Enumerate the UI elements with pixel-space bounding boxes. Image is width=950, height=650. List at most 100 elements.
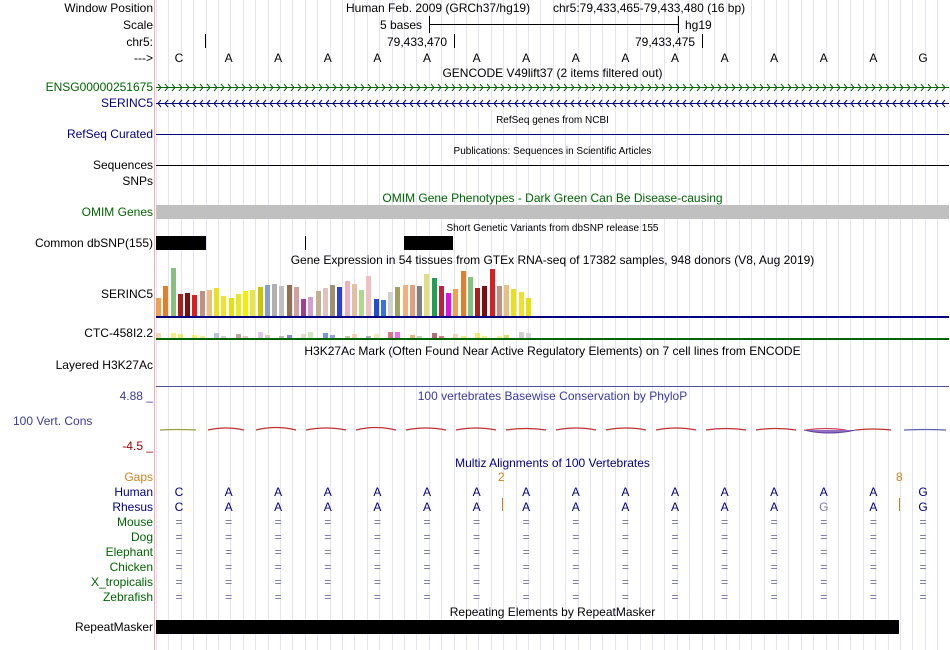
gtex-bar-small[interactable] <box>388 332 393 338</box>
gtex-bar[interactable] <box>518 292 524 316</box>
gtex-bar-small[interactable] <box>156 333 161 338</box>
omim-label[interactable]: OMIM Genes <box>81 205 153 219</box>
gtex-bar[interactable] <box>214 288 220 316</box>
species-label[interactable]: X_tropicalis <box>90 575 153 589</box>
gtex-bar[interactable] <box>395 287 401 316</box>
gtex-bar-small[interactable] <box>221 336 227 338</box>
gtex-gene-2-label[interactable]: CTC-458I2.2 <box>84 326 153 340</box>
gtex-bar[interactable] <box>257 287 263 316</box>
gtex-gene-1-label[interactable]: SERINC5 <box>100 287 153 301</box>
gtex-bar[interactable] <box>496 286 502 316</box>
gtex-bar-small[interactable] <box>308 332 314 338</box>
gtex-bar[interactable] <box>322 288 328 316</box>
gtex-bar-small[interactable] <box>199 336 205 338</box>
refseq-label[interactable]: RefSeq Curated <box>66 127 153 141</box>
gtex-bar[interactable] <box>221 296 227 316</box>
gtex-bar[interactable] <box>163 286 169 316</box>
gtex-bar[interactable] <box>337 287 343 316</box>
gaps-label[interactable]: Gaps <box>124 470 153 484</box>
gtex-bar[interactable] <box>279 286 285 316</box>
gencode-item-1[interactable]: ENSG00000251675 <box>45 80 153 94</box>
gtex-bar-small[interactable] <box>496 336 502 338</box>
gencode-gene-2[interactable] <box>156 103 949 104</box>
gtex-bar[interactable] <box>351 284 357 316</box>
gtex-bar[interactable] <box>228 298 234 316</box>
h3k27-label[interactable]: Layered H3K27Ac <box>55 358 153 372</box>
gtex-bar-small[interactable] <box>301 334 306 338</box>
gtex-bar[interactable] <box>402 285 408 316</box>
gtex-gene-2-line[interactable] <box>156 338 949 340</box>
gtex-bar[interactable] <box>264 285 270 316</box>
species-label[interactable]: Dog <box>130 530 153 544</box>
dbsnp-variant[interactable] <box>404 236 453 250</box>
gtex-bar[interactable] <box>489 269 495 316</box>
gtex-bar[interactable] <box>177 294 183 316</box>
gtex-bar[interactable] <box>417 286 423 316</box>
repeat-label[interactable]: RepeatMasker <box>74 620 153 634</box>
refseq-gene[interactable] <box>156 134 949 135</box>
gtex-bar-small[interactable] <box>177 334 183 338</box>
gtex-bar[interactable] <box>185 293 191 316</box>
gtex-bar-small[interactable] <box>366 336 372 338</box>
gtex-bar[interactable] <box>192 295 198 316</box>
gtex-bar[interactable] <box>409 285 415 316</box>
gtex-bar-small[interactable] <box>257 332 263 338</box>
gtex-bar[interactable] <box>156 298 162 316</box>
omim-feature[interactable] <box>156 205 949 219</box>
gtex-bar[interactable] <box>438 286 444 316</box>
gtex-bar-small[interactable] <box>322 333 328 338</box>
gtex-bar-small[interactable] <box>438 336 444 338</box>
gtex-bar[interactable] <box>504 285 510 316</box>
gtex-bar-small[interactable] <box>475 333 480 338</box>
gtex-bar[interactable] <box>453 289 459 316</box>
species-label[interactable]: Mouse <box>116 515 153 529</box>
dbsnp-variant[interactable] <box>156 236 206 250</box>
cons-wiggle[interactable] <box>156 420 949 436</box>
cons-label[interactable]: 100 Vert. Cons <box>13 414 93 428</box>
gtex-bar-small[interactable] <box>286 335 292 338</box>
gtex-bar[interactable] <box>359 290 365 316</box>
gtex-bar-small[interactable] <box>170 333 176 338</box>
gtex-bar-small[interactable] <box>235 334 241 338</box>
gencode-item-2[interactable]: SERINC5 <box>100 96 153 110</box>
gtex-bar-small[interactable] <box>373 334 379 338</box>
gtex-bar-small[interactable] <box>395 332 401 338</box>
gtex-bar-small[interactable] <box>453 334 459 338</box>
gtex-bar-small[interactable] <box>344 336 350 338</box>
gtex-bar-small[interactable] <box>525 333 531 338</box>
gtex-bar[interactable] <box>235 294 241 316</box>
gencode-title[interactable]: GENCODE V49lift37 (2 items filtered out) <box>442 66 663 80</box>
repeat-element[interactable] <box>156 620 899 634</box>
gtex-bar[interactable] <box>424 274 430 316</box>
snps-label[interactable]: SNPs <box>122 174 153 188</box>
gtex-bar-small[interactable] <box>214 333 219 338</box>
gtex-bar[interactable] <box>308 297 314 316</box>
gtex-bar-small[interactable] <box>417 336 422 338</box>
gtex-bar-small[interactable] <box>482 336 488 338</box>
gtex-bar[interactable] <box>366 276 372 316</box>
gtex-bar-small[interactable] <box>518 332 524 338</box>
gtex-gene-1-line[interactable] <box>156 316 949 318</box>
gtex-bar[interactable] <box>373 299 379 316</box>
gtex-bar-small[interactable] <box>243 336 248 338</box>
species-label[interactable]: Chicken <box>109 560 153 574</box>
gtex-bar-small[interactable] <box>351 334 357 338</box>
gtex-bar[interactable] <box>170 268 176 316</box>
gtex-bar[interactable] <box>475 288 481 316</box>
gtex-bar-small[interactable] <box>460 336 466 338</box>
gtex-bar[interactable] <box>206 290 212 316</box>
gtex-bar[interactable] <box>344 281 350 316</box>
gtex-bar[interactable] <box>243 291 249 316</box>
gtex-bar[interactable] <box>467 277 473 316</box>
gtex-bar[interactable] <box>525 298 531 316</box>
gtex-bar[interactable] <box>511 289 517 316</box>
gtex-bar[interactable] <box>286 285 292 316</box>
gtex-bar[interactable] <box>380 300 386 316</box>
gtex-bar-small[interactable] <box>409 335 415 338</box>
species-label[interactable]: Elephant <box>105 545 153 559</box>
dbsnp-label[interactable]: Common dbSNP(155) <box>34 236 153 250</box>
gtex-bar-small[interactable] <box>264 335 270 338</box>
dbsnp-variant[interactable] <box>305 236 306 250</box>
sequences-label[interactable]: Sequences <box>92 158 153 172</box>
gtex-bar[interactable] <box>301 299 307 316</box>
